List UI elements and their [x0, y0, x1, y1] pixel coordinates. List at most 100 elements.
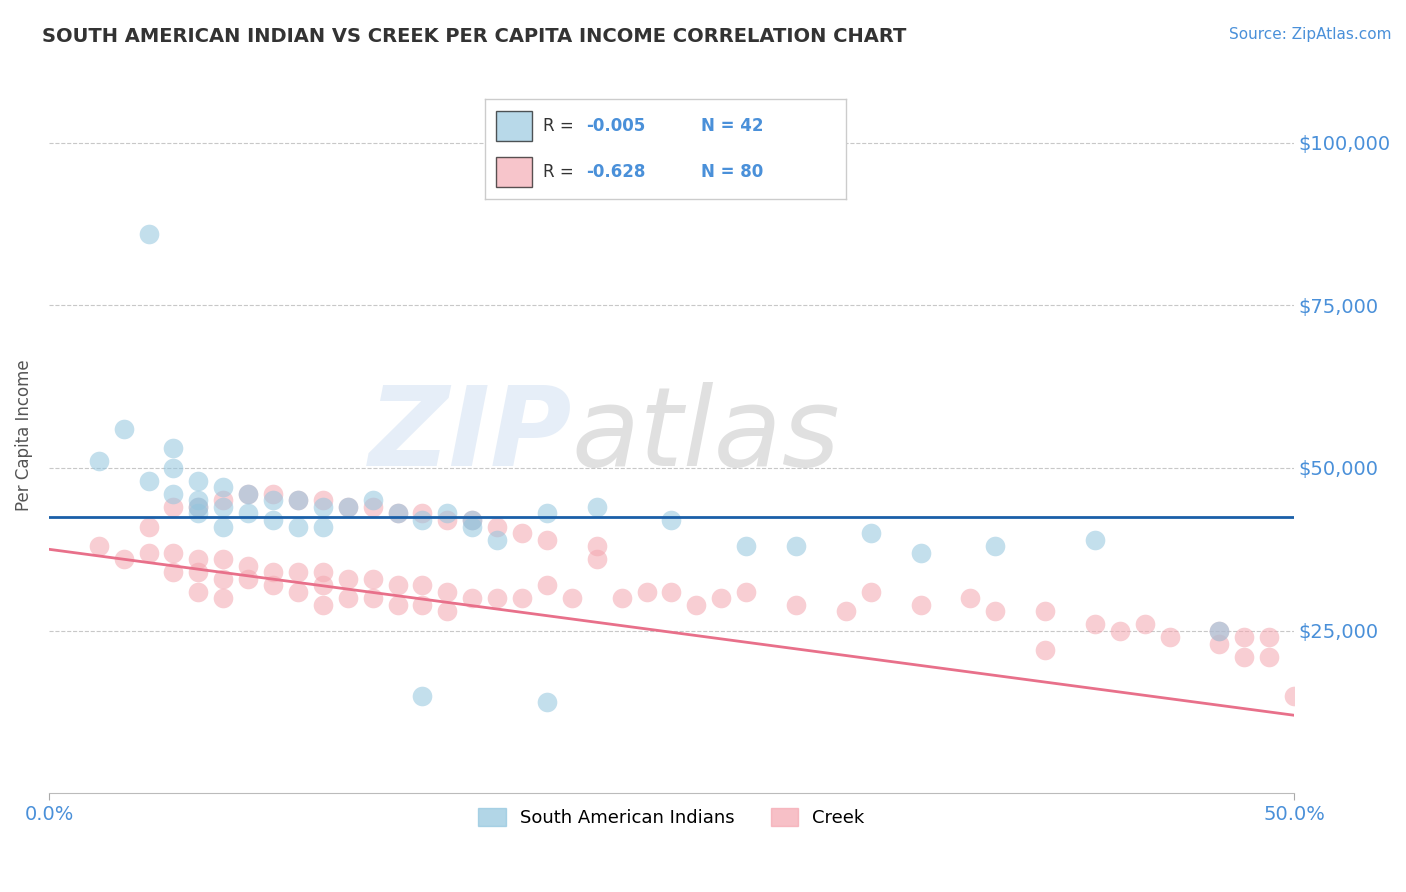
- Point: [411, 578, 433, 592]
- Text: Source: ZipAtlas.com: Source: ZipAtlas.com: [1229, 27, 1392, 42]
- Point: [910, 598, 932, 612]
- Text: atlas: atlas: [572, 382, 841, 489]
- Point: [361, 493, 384, 508]
- Point: [1084, 617, 1107, 632]
- Point: [510, 526, 533, 541]
- Point: [212, 591, 235, 606]
- Point: [610, 591, 633, 606]
- Point: [685, 598, 707, 612]
- Point: [859, 584, 882, 599]
- Point: [238, 572, 260, 586]
- Point: [1033, 604, 1056, 618]
- Point: [238, 487, 260, 501]
- Point: [138, 545, 160, 559]
- Point: [1208, 624, 1230, 638]
- Point: [238, 558, 260, 573]
- Point: [436, 507, 458, 521]
- Point: [859, 526, 882, 541]
- Point: [336, 500, 359, 514]
- Point: [387, 598, 409, 612]
- Point: [312, 500, 335, 514]
- Point: [162, 442, 184, 456]
- Point: [112, 552, 135, 566]
- Point: [212, 480, 235, 494]
- Point: [287, 493, 309, 508]
- Point: [785, 598, 807, 612]
- Point: [212, 519, 235, 533]
- Point: [661, 584, 683, 599]
- Point: [536, 533, 558, 547]
- Point: [585, 539, 607, 553]
- Point: [536, 695, 558, 709]
- Point: [735, 539, 758, 553]
- Point: [162, 500, 184, 514]
- Point: [461, 591, 484, 606]
- Point: [436, 513, 458, 527]
- Point: [162, 545, 184, 559]
- Point: [187, 584, 209, 599]
- Point: [387, 507, 409, 521]
- Point: [387, 507, 409, 521]
- Point: [486, 519, 509, 533]
- Point: [212, 572, 235, 586]
- Point: [287, 493, 309, 508]
- Point: [411, 507, 433, 521]
- Point: [1258, 630, 1281, 644]
- Point: [984, 539, 1007, 553]
- Point: [486, 533, 509, 547]
- Point: [187, 493, 209, 508]
- Point: [1233, 649, 1256, 664]
- Point: [138, 227, 160, 241]
- Point: [361, 572, 384, 586]
- Point: [361, 591, 384, 606]
- Point: [785, 539, 807, 553]
- Point: [262, 513, 284, 527]
- Point: [312, 598, 335, 612]
- Point: [461, 513, 484, 527]
- Point: [1133, 617, 1156, 632]
- Point: [1084, 533, 1107, 547]
- Point: [187, 500, 209, 514]
- Y-axis label: Per Capita Income: Per Capita Income: [15, 359, 32, 511]
- Point: [238, 507, 260, 521]
- Point: [262, 565, 284, 579]
- Point: [1282, 689, 1305, 703]
- Point: [187, 474, 209, 488]
- Point: [1233, 630, 1256, 644]
- Point: [312, 578, 335, 592]
- Point: [336, 500, 359, 514]
- Point: [1033, 643, 1056, 657]
- Point: [387, 578, 409, 592]
- Point: [1159, 630, 1181, 644]
- Text: SOUTH AMERICAN INDIAN VS CREEK PER CAPITA INCOME CORRELATION CHART: SOUTH AMERICAN INDIAN VS CREEK PER CAPIT…: [42, 27, 907, 45]
- Point: [262, 578, 284, 592]
- Point: [262, 493, 284, 508]
- Point: [87, 454, 110, 468]
- Point: [436, 604, 458, 618]
- Point: [636, 584, 658, 599]
- Point: [735, 584, 758, 599]
- Point: [212, 552, 235, 566]
- Point: [287, 565, 309, 579]
- Point: [710, 591, 733, 606]
- Point: [411, 513, 433, 527]
- Point: [187, 565, 209, 579]
- Point: [486, 591, 509, 606]
- Point: [1208, 624, 1230, 638]
- Point: [1258, 649, 1281, 664]
- Point: [336, 572, 359, 586]
- Point: [585, 500, 607, 514]
- Point: [162, 461, 184, 475]
- Point: [910, 545, 932, 559]
- Point: [187, 500, 209, 514]
- Point: [162, 565, 184, 579]
- Point: [212, 500, 235, 514]
- Point: [162, 487, 184, 501]
- Point: [461, 513, 484, 527]
- Point: [138, 519, 160, 533]
- Point: [187, 507, 209, 521]
- Point: [1208, 637, 1230, 651]
- Point: [411, 598, 433, 612]
- Point: [238, 487, 260, 501]
- Point: [461, 519, 484, 533]
